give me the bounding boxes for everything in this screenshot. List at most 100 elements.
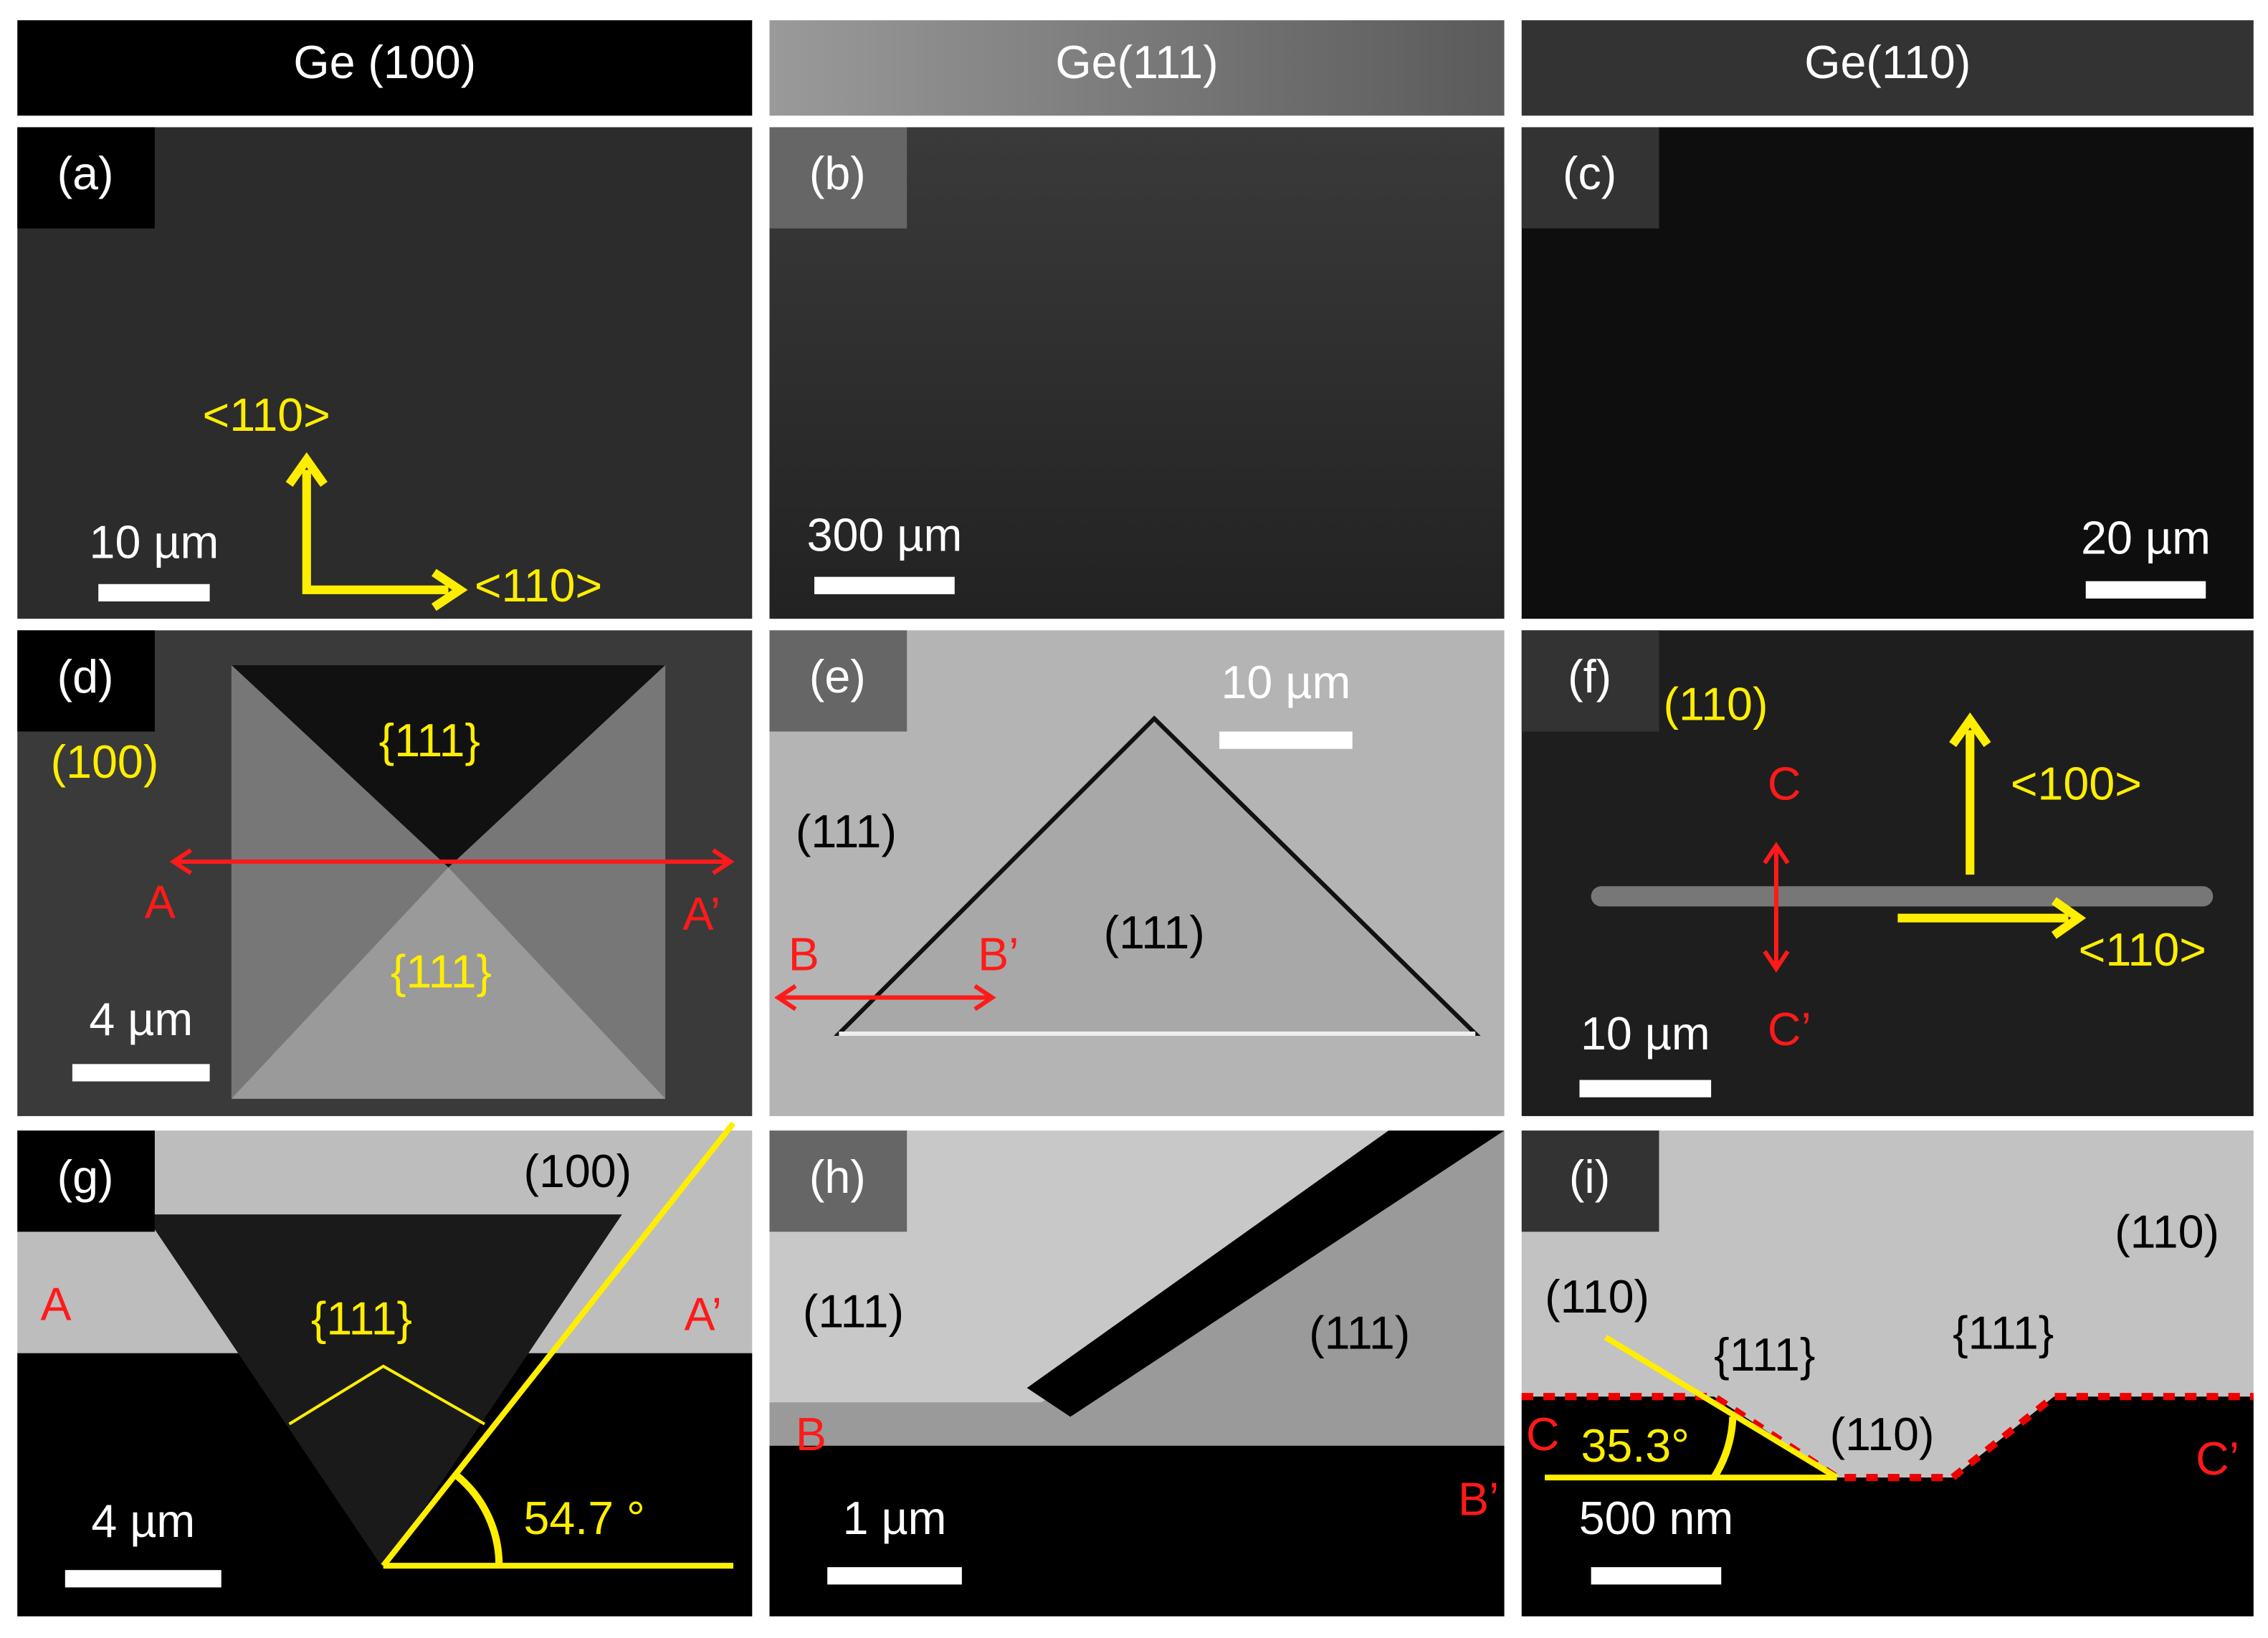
direction-arrows xyxy=(285,452,2087,1569)
annotation: A’ xyxy=(684,1288,722,1340)
angle-arc xyxy=(1710,1416,1737,1480)
annotation: B’ xyxy=(1458,1474,1499,1525)
scale-bar xyxy=(1591,1567,1722,1585)
annotation: {111} xyxy=(1714,1329,1815,1381)
arrow-head xyxy=(774,984,797,1011)
label-box xyxy=(769,1130,907,1232)
scale-bar-label: 4 µm xyxy=(91,1495,195,1547)
profile-line xyxy=(1521,1393,2254,1482)
annotation: (100) xyxy=(51,736,159,788)
panel-label: (b) xyxy=(809,148,866,199)
annotation: (111) xyxy=(803,1285,904,1337)
arrow-head xyxy=(1763,842,1790,865)
header-box xyxy=(769,20,1505,116)
scale-bar xyxy=(827,1567,962,1585)
substrate xyxy=(1521,1396,2254,1616)
scale-bar xyxy=(1579,1080,1712,1097)
annotation: (110) xyxy=(1830,1409,1935,1460)
panel-label: (d) xyxy=(57,651,114,703)
scale-bar xyxy=(65,1570,221,1588)
annotation: 35.3° xyxy=(1581,1420,1690,1472)
annotation: C’ xyxy=(2196,1433,2239,1485)
annotation: <110> xyxy=(203,389,330,441)
label-box xyxy=(769,630,907,732)
scale-bar-label: 1 µm xyxy=(843,1492,947,1544)
annotation: B xyxy=(788,928,819,980)
column-header: Ge(110) xyxy=(1804,37,1971,88)
column-header: Ge(111) xyxy=(1055,37,1218,88)
scale-bar xyxy=(72,1064,210,1082)
trench-wall xyxy=(1026,1130,1505,1417)
scale-bar-label: 4 µm xyxy=(89,994,193,1045)
annotation: {111} xyxy=(1953,1308,2054,1359)
arrow-head xyxy=(2051,897,2087,939)
facet-line xyxy=(1604,1335,1839,1480)
label-box xyxy=(1521,630,1659,732)
header-box xyxy=(1521,20,2254,116)
section-arrows xyxy=(169,842,1790,1011)
arrow-head xyxy=(169,848,193,875)
annotation: A’ xyxy=(682,888,720,940)
annotation: A xyxy=(145,877,176,928)
panel-label: (h) xyxy=(809,1151,866,1203)
annotation: <100> xyxy=(2011,758,2142,809)
arrow-head xyxy=(285,452,328,487)
annotation: B’ xyxy=(978,928,1019,980)
annotation: A xyxy=(41,1278,72,1330)
arrow-head xyxy=(973,984,996,1011)
annotation: (110) xyxy=(2115,1206,2219,1257)
panel-label: (a) xyxy=(57,148,114,199)
annotation: <110> xyxy=(475,560,602,611)
annotation: <110> xyxy=(2079,924,2206,976)
arrow-head xyxy=(712,848,735,875)
pit-facet xyxy=(231,867,666,1099)
facet-line xyxy=(381,1121,736,1568)
annotation: {111} xyxy=(379,715,480,766)
facet-arrows xyxy=(288,1364,485,1426)
label-box xyxy=(1521,1130,1659,1232)
label-box xyxy=(17,127,155,229)
panel-label: (e) xyxy=(809,651,866,703)
panel-label: (c) xyxy=(1563,148,1616,199)
scale-bar-label: 10 µm xyxy=(90,516,219,568)
panel-label: (i) xyxy=(1569,1151,1610,1203)
pit-cross-section xyxy=(144,1214,622,1569)
annotation: (111) xyxy=(1309,1308,1410,1359)
scale-bar-label: 10 µm xyxy=(1221,657,1351,708)
panel-label: (g) xyxy=(57,1151,114,1203)
annotation: 54.7 ° xyxy=(523,1492,644,1544)
scale-bar xyxy=(2085,581,2206,599)
annotation: C’ xyxy=(1768,1004,1811,1055)
substrate xyxy=(769,1445,1505,1616)
panel-label: (f) xyxy=(1568,651,1611,703)
scale-bar xyxy=(1219,731,1353,749)
header-box xyxy=(17,20,753,116)
trench xyxy=(1591,886,2214,907)
arrow-head xyxy=(1763,950,1790,973)
scale-bar-label: 20 µm xyxy=(2081,512,2211,563)
scale-bar-label: 300 µm xyxy=(807,509,963,561)
column-header: Ge (100) xyxy=(293,37,476,88)
annotation: (110) xyxy=(1545,1271,1649,1323)
surface xyxy=(769,1130,1505,1446)
scale-bar xyxy=(98,584,210,601)
axis-arrow xyxy=(302,470,449,594)
annotation: (100) xyxy=(523,1146,632,1197)
angle-arc xyxy=(453,1472,503,1566)
pit-facet xyxy=(231,665,666,868)
scale-bar-label: 10 µm xyxy=(1581,1008,1710,1060)
annotation: (111) xyxy=(1104,907,1205,958)
annotation: C xyxy=(1526,1409,1560,1460)
label-box xyxy=(769,127,907,229)
arrow-head xyxy=(431,568,468,611)
label-box xyxy=(17,630,155,732)
scale-bar-label: 500 nm xyxy=(1579,1492,1733,1544)
label-box xyxy=(1521,127,1659,229)
annotation: (111) xyxy=(796,806,897,857)
arrow-head xyxy=(1949,712,1991,748)
label-box xyxy=(17,1130,155,1232)
annotation: {111} xyxy=(391,946,492,997)
annotation: {111} xyxy=(311,1293,412,1345)
